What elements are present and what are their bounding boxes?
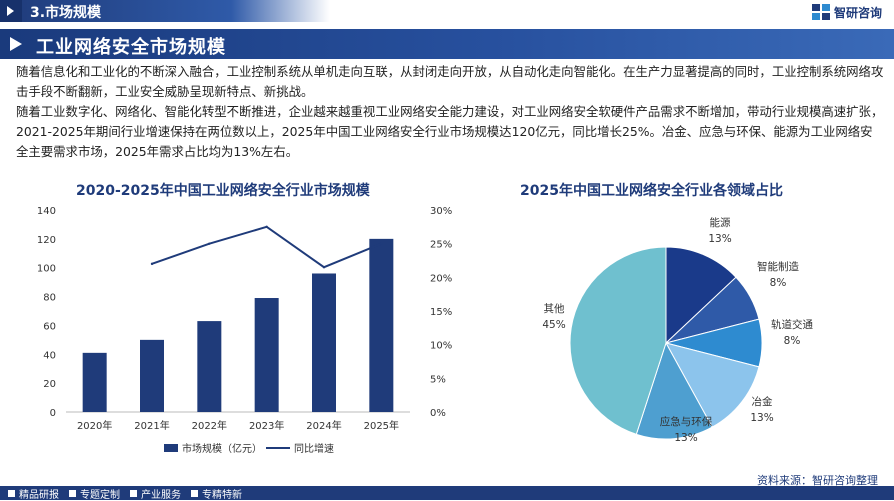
- bar-chart: 0 20 40 60 80 100 120 140 0% 5% 10% 15% 20% 25% 30% 202…: [37, 206, 452, 455]
- y-right-tick-label: 30%: [430, 206, 452, 217]
- legend-label-bar: 市场规模（亿元）: [182, 442, 262, 455]
- brand-name: 智研咨询: [833, 5, 882, 20]
- legend-swatch-bar: [164, 444, 178, 452]
- growth-point: [208, 242, 211, 245]
- y-right-tick-label: 5%: [430, 374, 446, 385]
- intro-paragraph-2: 随着工业数字化、网络化、智能化转型不断推进，企业越来越重视工业网络安全能力建设，…: [16, 104, 884, 159]
- y-right-tick-label: 25%: [430, 240, 452, 251]
- pie-slice: [569, 246, 667, 435]
- intro-paragraph-1: 随着信息化和工业化的不断深入融合，工业控制系统从单机走向互联，从封闭走向开放，从…: [16, 64, 884, 99]
- growth-point: [265, 225, 268, 229]
- y-left-tick-label: 100: [37, 264, 56, 275]
- bar: [140, 339, 164, 412]
- pie-slice-value: 8%: [784, 335, 801, 347]
- footer-item: 产业服务: [130, 486, 181, 501]
- y-left-tick-label: 60: [43, 321, 56, 332]
- pie-slice-label: 冶金: [752, 395, 773, 408]
- pie-slice: [635, 341, 713, 440]
- footer-item-label: 产业服务: [141, 489, 181, 501]
- footer-item-label: 精品研报: [19, 489, 59, 501]
- bar: [369, 238, 394, 412]
- top-bar: 3.市场规模 智研咨询: [0, 0, 894, 24]
- y-left-tick-label: 120: [37, 235, 56, 246]
- x-tick-label: 2023年: [249, 419, 284, 432]
- y-right-tick-label: 0%: [430, 408, 446, 419]
- pie-slice-label: 能源: [710, 216, 731, 229]
- footer-item: 精品研报: [8, 486, 59, 501]
- section-marker: [0, 0, 22, 22]
- legend-label-line: 同比增速: [294, 442, 334, 455]
- section-label: 3.市场规模: [30, 5, 102, 21]
- y-left-tick-label: 40: [43, 350, 56, 361]
- title-bar: 工业网络安全市场规模: [0, 29, 894, 59]
- y-right-tick-label: 15%: [430, 307, 452, 318]
- pie-slice-label: 应急与环保: [660, 415, 713, 428]
- square-bullet-icon: [191, 489, 198, 497]
- y-right-tick-label: 10%: [430, 341, 452, 352]
- pie-chart-title: 2025年中国工业网络安全行业各领域占比: [520, 183, 783, 199]
- footer-bar: 精品研报 专题定制 产业服务 专精特新: [0, 486, 894, 501]
- brand-logo: 智研咨询: [811, 3, 882, 21]
- x-tick-label: 2022年: [192, 419, 227, 432]
- footer-item: 专精特新: [191, 486, 242, 501]
- y-left-tick-label: 140: [37, 206, 56, 217]
- pie-slice-value: 13%: [708, 233, 731, 245]
- bar: [197, 321, 222, 412]
- pie-slice-value: 45%: [542, 319, 565, 331]
- growth-point: [322, 266, 326, 269]
- pie-slice-label: 智能制造: [757, 260, 799, 273]
- page-title: 工业网络安全市场规模: [36, 37, 226, 58]
- pie-slice: [665, 246, 737, 345]
- pie-slice-value: 8%: [770, 277, 787, 289]
- y-left-tick-label: 80: [43, 293, 56, 304]
- bar-chart-title: 2020-2025年中国工业网络安全行业市场规模: [76, 183, 370, 199]
- y-left-tick-label: 0: [50, 408, 56, 419]
- chart-legend: 市场规模（亿元） 同比增速: [164, 442, 334, 455]
- growth-point: [150, 262, 154, 266]
- x-tick-label: 2024年: [306, 419, 341, 432]
- pie-chart: 能源 13% 智能制造 8% 轨道交通 8% 冶金 13% 应急与环保 13% 其他 45%: [542, 216, 813, 444]
- pie-slice-label: 轨道交通: [771, 318, 813, 331]
- square-bullet-icon: [8, 489, 15, 497]
- bar: [312, 273, 336, 412]
- square-bullet-icon: [69, 489, 76, 497]
- footer-item: 专题定制: [69, 486, 120, 501]
- growth-line: [151, 225, 382, 269]
- growth-point: [380, 242, 383, 245]
- bar: [82, 352, 107, 412]
- pie-slice: [665, 342, 760, 428]
- x-tick-label: 2020年: [77, 419, 112, 432]
- footer-item-label: 专题定制: [80, 489, 120, 501]
- x-tick-label: 2025年: [364, 419, 399, 432]
- section-tab: 3.市场规模: [0, 0, 330, 22]
- intro-text: 随着信息化和工业化的不断深入融合，工业控制系统从单机走向互联，从封闭走向开放，从…: [16, 62, 884, 162]
- footer-items: 精品研报 专题定制 产业服务 专精特新: [8, 486, 252, 501]
- bar: [254, 298, 279, 412]
- square-bullet-icon: [130, 489, 137, 497]
- pie-slice-value: 13%: [750, 412, 773, 424]
- pie-slice-value: 13%: [674, 432, 697, 444]
- y-right-tick-label: 20%: [430, 273, 452, 284]
- source-note: 资料来源：智研咨询整理: [757, 474, 878, 487]
- title-marker: [10, 37, 22, 51]
- x-tick-label: 2021年: [134, 419, 169, 432]
- brand-logo-icon: [811, 4, 830, 20]
- pie-slice-label: 其他: [544, 302, 565, 315]
- y-left-tick-label: 20: [43, 379, 56, 390]
- footer-item-label: 专精特新: [202, 489, 242, 501]
